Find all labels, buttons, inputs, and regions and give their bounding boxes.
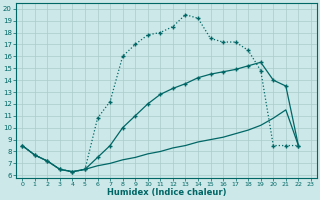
X-axis label: Humidex (Indice chaleur): Humidex (Indice chaleur): [107, 188, 226, 197]
